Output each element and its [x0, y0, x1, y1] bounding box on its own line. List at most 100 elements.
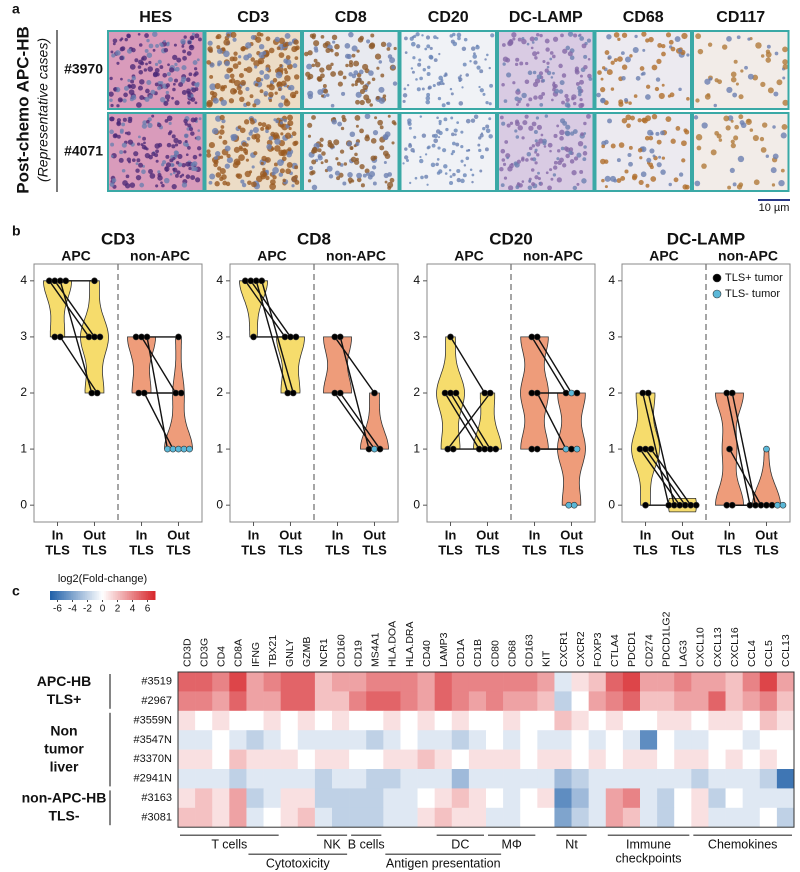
cell [181, 76, 187, 82]
heat-cell [776, 769, 795, 789]
cell [379, 125, 384, 130]
cell [181, 173, 185, 177]
cell [151, 151, 156, 156]
heat-cell [400, 749, 418, 770]
cell [370, 155, 376, 161]
cell [678, 87, 682, 92]
cell [558, 89, 564, 94]
cell [187, 40, 192, 45]
heat-cell [691, 672, 709, 692]
cell [387, 172, 393, 177]
cell [166, 115, 173, 122]
cell [550, 177, 554, 181]
cell [306, 63, 313, 70]
cell [286, 151, 293, 158]
heat-cell [554, 749, 572, 770]
cell [629, 54, 633, 58]
cell [606, 34, 612, 40]
cell [444, 172, 448, 175]
x-tick-label: TLS [362, 542, 387, 557]
cell [364, 113, 371, 120]
cell [265, 157, 271, 163]
cell [760, 81, 766, 87]
cell [549, 168, 553, 172]
cell [558, 63, 563, 69]
cell [229, 67, 234, 72]
cell [348, 72, 353, 77]
colorbar-cell [113, 591, 116, 600]
cell [254, 83, 259, 87]
cell [404, 155, 409, 160]
heat-cell [417, 807, 435, 828]
cell [404, 36, 408, 41]
pair-line [48, 280, 90, 338]
cell [543, 145, 547, 148]
cell [276, 46, 281, 51]
cell [342, 75, 347, 80]
heat-cell [366, 710, 384, 731]
cell [382, 133, 389, 141]
cell [139, 95, 145, 100]
point [447, 389, 454, 397]
cell [189, 44, 194, 49]
cell [645, 38, 650, 43]
cell [279, 168, 285, 174]
cell [312, 146, 318, 152]
cell [433, 138, 439, 144]
heat-cell [297, 691, 316, 712]
cell [366, 39, 371, 44]
cell [321, 151, 326, 156]
cell [627, 152, 632, 158]
heat-cell [759, 807, 778, 828]
colorbar-cell [86, 591, 89, 600]
cell [485, 101, 489, 105]
heat-cell [708, 807, 726, 828]
cell [410, 67, 414, 70]
cell [625, 114, 632, 121]
cell [224, 145, 231, 152]
point [774, 501, 781, 509]
cell [329, 143, 335, 149]
cell [532, 70, 537, 75]
cell [701, 122, 708, 129]
cell [216, 45, 221, 50]
cell [442, 82, 445, 86]
micrograph-border [107, 112, 205, 192]
column-label: CXCR1 [558, 631, 570, 667]
pair-line [455, 392, 491, 450]
y-tick-label: 3 [20, 329, 27, 343]
cell [577, 89, 583, 94]
cell [238, 154, 245, 161]
cell [454, 133, 457, 136]
cell [573, 33, 578, 38]
cell [620, 51, 625, 56]
cell [735, 82, 739, 86]
cell [424, 174, 429, 179]
cell [330, 62, 334, 66]
colorbar-cell [51, 591, 54, 600]
cell [198, 117, 202, 121]
cell [774, 51, 779, 56]
heat-cell [503, 730, 521, 750]
row-group-label: APC-HB [37, 673, 91, 689]
heat-cell [246, 788, 264, 809]
point [676, 501, 684, 509]
cell [776, 79, 783, 86]
cell [572, 185, 578, 191]
chart-title: DC-LAMP [667, 229, 745, 248]
cell [531, 182, 535, 186]
cell [120, 37, 124, 41]
cell [371, 165, 377, 170]
cell [382, 94, 387, 98]
cell [579, 98, 583, 102]
row-group-label: TLS- [48, 808, 79, 824]
cell [734, 124, 739, 130]
cell [634, 34, 638, 39]
cell [544, 38, 550, 44]
cell [309, 33, 315, 38]
chart-title: CD20 [489, 229, 532, 248]
cell [438, 130, 443, 136]
cell [129, 64, 136, 70]
cell [553, 133, 558, 138]
cell [185, 153, 189, 157]
